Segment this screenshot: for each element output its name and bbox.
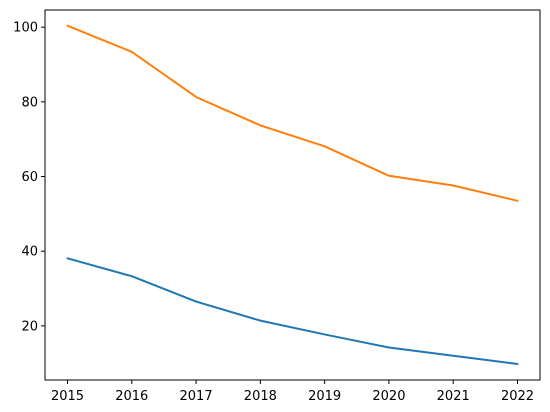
plot-frame [44,9,541,381]
series-line-1 [66,257,519,365]
x-tick-label: 2018 [244,389,277,404]
x-tick-label: 2021 [437,389,470,404]
y-tick-label: 20 [21,319,38,334]
x-tick-label: 2020 [372,389,405,404]
x-axis: 2015 2016 2017 2018 2019 2020 2021 2022 [51,380,534,404]
y-tick-label: 40 [21,245,38,260]
x-tick-label: 2019 [308,389,341,404]
y-axis: 20 40 60 80 100 [13,21,45,334]
x-tick-label: 2022 [501,389,534,404]
x-tick-label: 2017 [180,389,213,404]
x-tick-label: 2015 [51,389,84,404]
y-tick-label: 60 [21,170,38,185]
series-line-2 [66,24,519,202]
plot-area [44,9,541,381]
y-tick-label: 100 [13,21,38,36]
y-tick-label: 80 [21,95,38,110]
series-layer [66,24,519,365]
x-tick-label: 2016 [115,389,148,404]
